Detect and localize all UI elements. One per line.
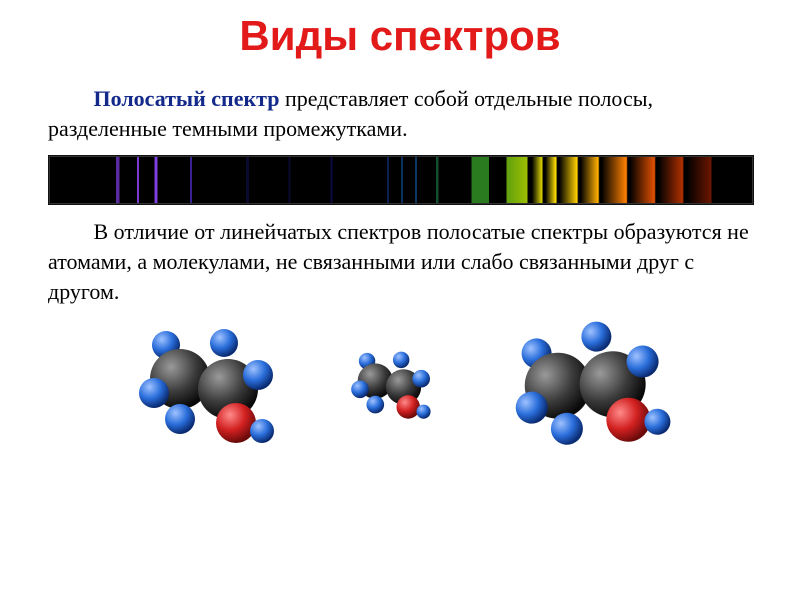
paragraph-2: В отличие от линейчатых спектров полосат… (48, 217, 752, 306)
spectrum-figure (48, 155, 752, 205)
paragraph-1: Полосатый спектр представляет собой отде… (48, 84, 752, 143)
title-wrap: Виды спектров (0, 0, 800, 60)
molecule-icon (490, 314, 680, 454)
paragraph-2-text: В отличие от линейчатых спектров полосат… (48, 219, 749, 303)
molecule-ethanol-right (490, 314, 680, 454)
molecules-row (0, 314, 800, 454)
molecule-ethanol-center (340, 344, 440, 424)
molecule-ethanol-left (120, 319, 290, 449)
page-title: Виды спектров (239, 12, 560, 59)
band-spectrum (48, 155, 754, 205)
slide: Виды спектров Полосатый спектр представл… (0, 0, 800, 600)
molecule-icon (120, 319, 290, 449)
molecule-icon (340, 344, 440, 424)
term-strong: Полосатый спектр (94, 86, 280, 111)
